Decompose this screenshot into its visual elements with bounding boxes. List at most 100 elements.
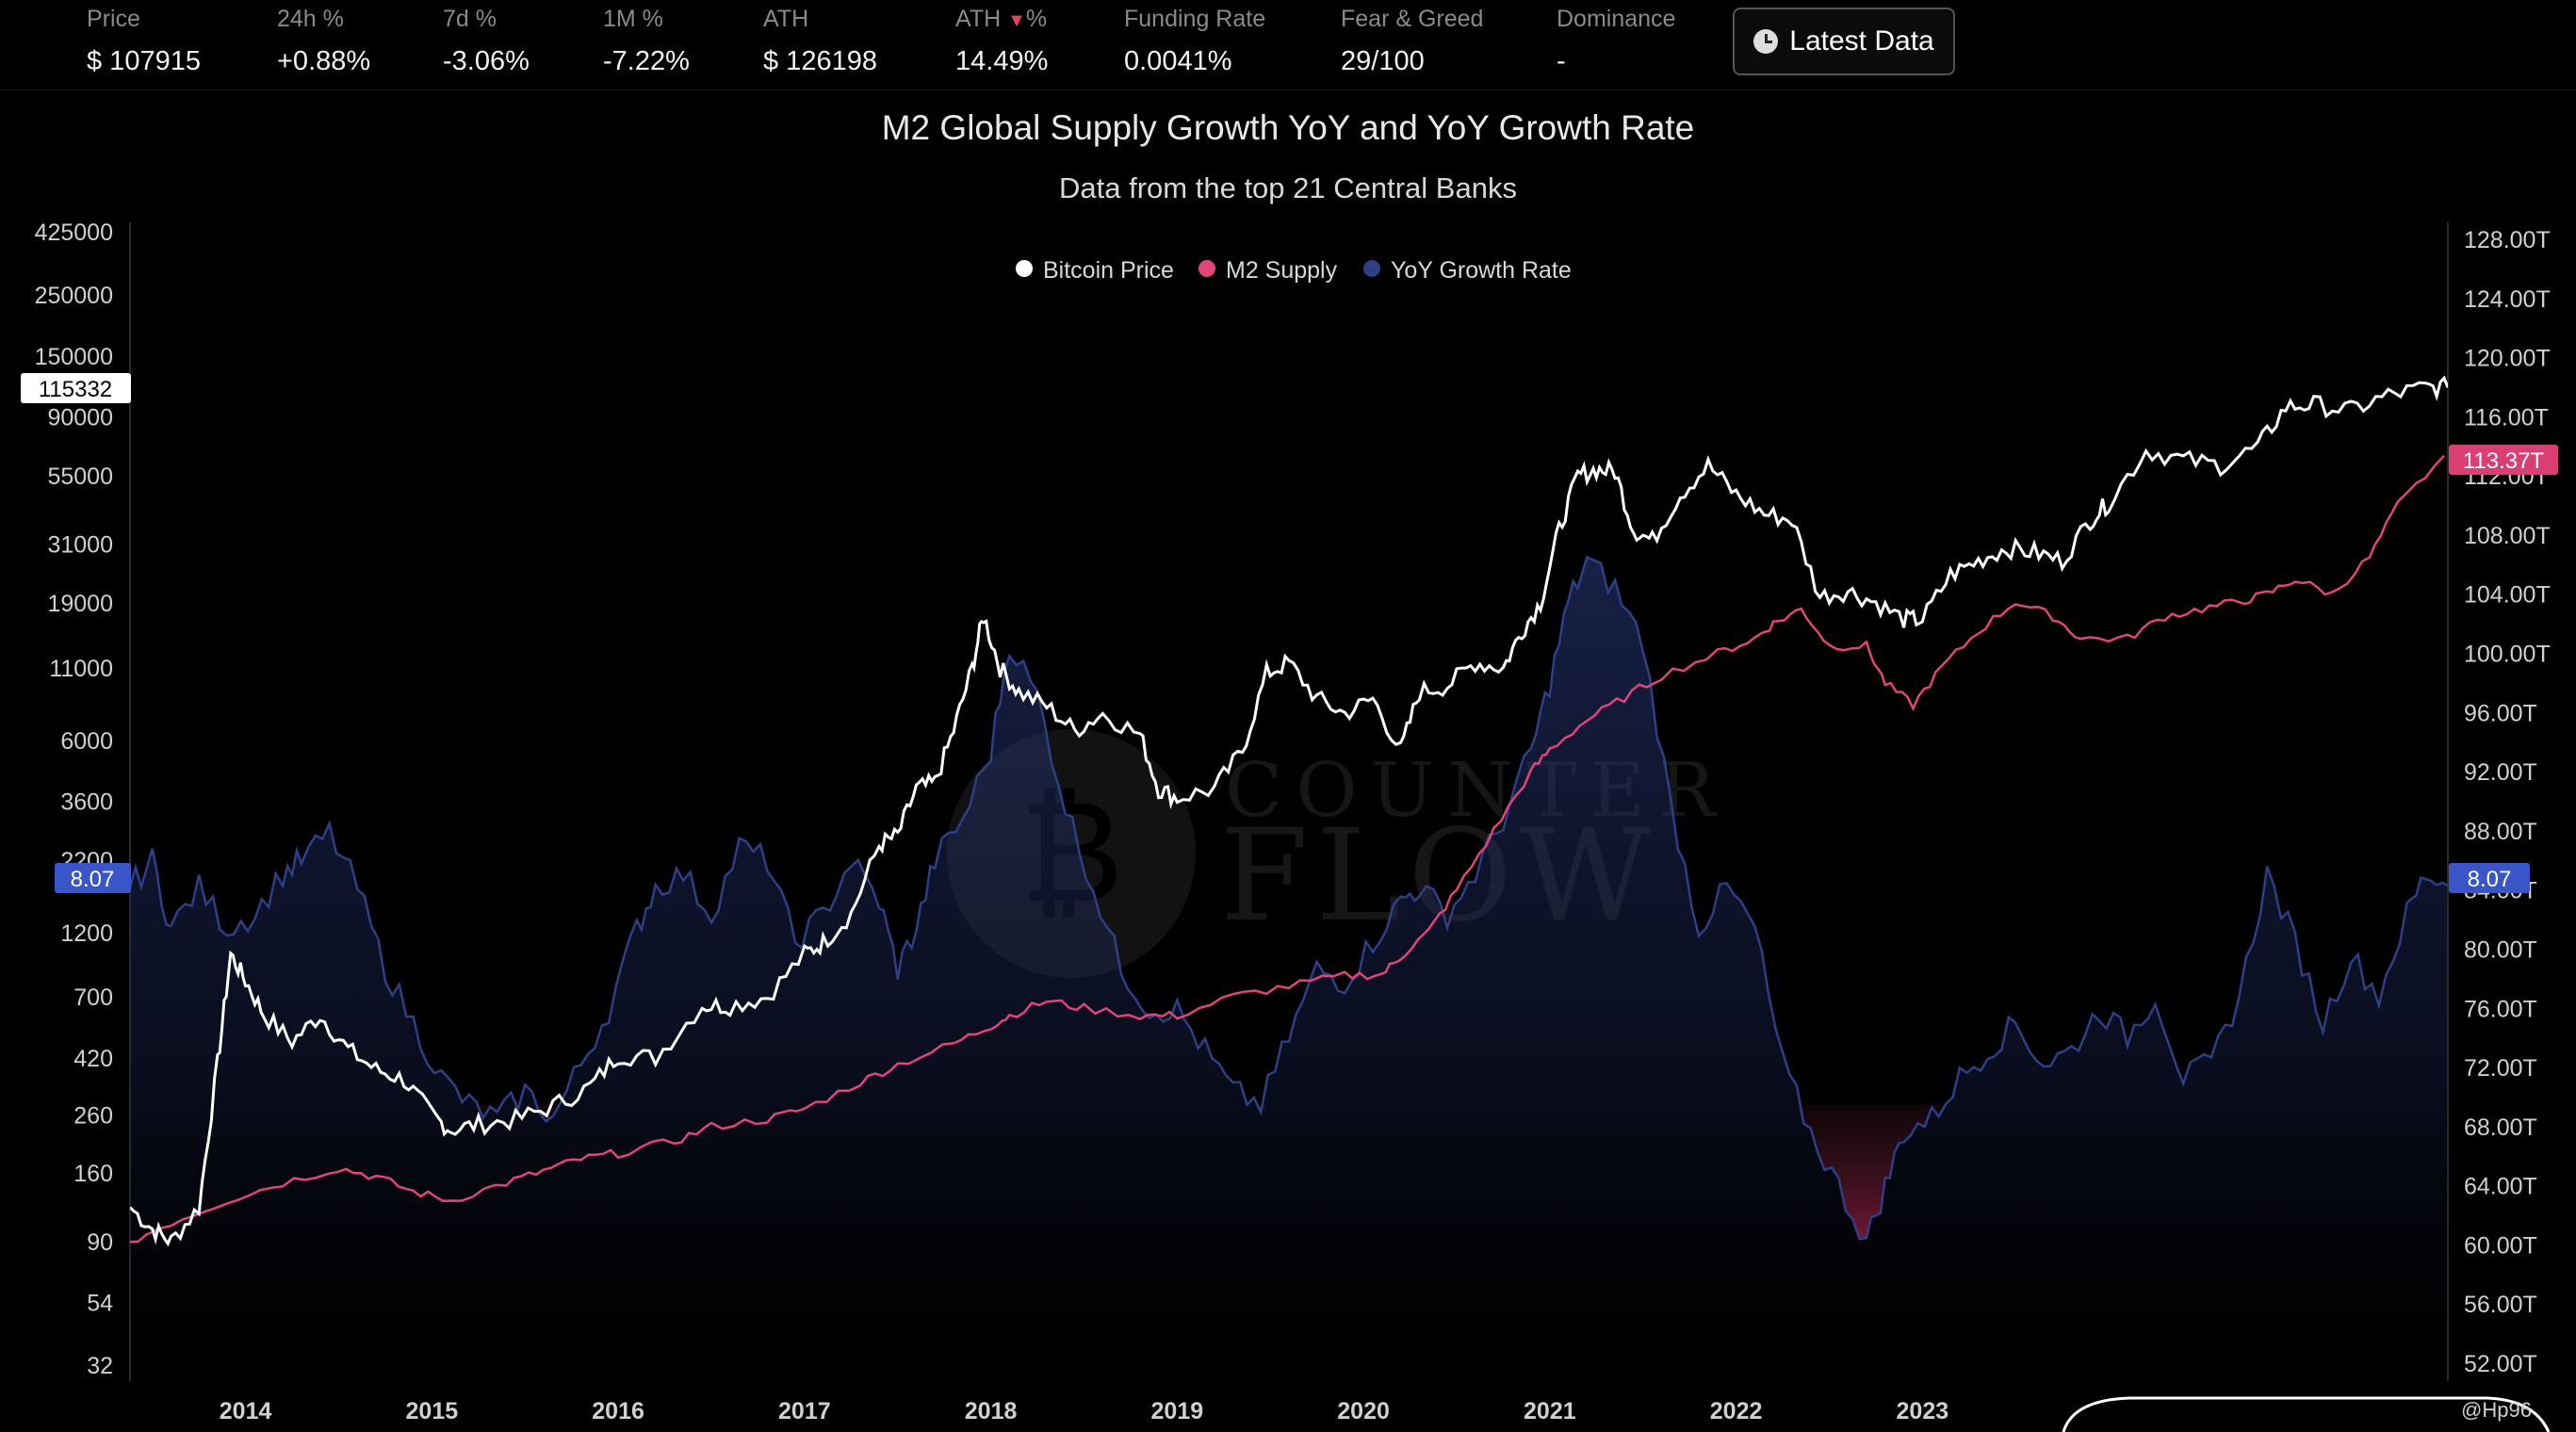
left-axis-ticks: 425000 250000 150000 90000 55000 31000 19000 11… bbox=[35, 220, 114, 1379]
left-tick-label: 425000 bbox=[35, 220, 113, 246]
stat-label: 7d % bbox=[443, 6, 497, 32]
left-tick-label: 3600 bbox=[60, 789, 113, 816]
right-tick-label: 52.00T bbox=[2464, 1351, 2537, 1377]
current-m2-badge: 113.37T bbox=[2449, 445, 2558, 475]
x-tick-label: 2023 bbox=[1897, 1398, 1949, 1424]
current-yoy-right-badge: 8.07 bbox=[2449, 863, 2530, 893]
stat-label: Fear & Greed bbox=[1341, 6, 1484, 32]
left-tick-label: 19000 bbox=[47, 591, 113, 617]
yoy-line bbox=[130, 555, 2448, 1241]
left-tick-label: 32 bbox=[87, 1353, 113, 1379]
x-tick-label: 2021 bbox=[1524, 1398, 1576, 1424]
stat-value: +0.88% bbox=[277, 46, 371, 76]
stat-label-text: ATH bbox=[955, 6, 1002, 32]
x-tick-label: 2019 bbox=[1151, 1398, 1204, 1424]
left-tick-label: 11000 bbox=[49, 656, 113, 682]
stat-ath: ATH $ 126198 bbox=[763, 6, 877, 77]
stat-value: - bbox=[1557, 46, 1566, 76]
current-m2-label: 113.37T bbox=[2463, 448, 2545, 474]
stats-bar: Price $ 107915 24h % +0.88% 7d % -3.06% … bbox=[0, 0, 2576, 90]
credit-text: @Hp96 bbox=[2461, 1398, 2532, 1422]
x-axis-ticks: 2014 2015 2016 2017 2018 2019 2020 2021 2022 2023 bbox=[220, 1398, 1948, 1424]
stat-funding: Funding Rate 0.0041% bbox=[1124, 6, 1265, 77]
right-tick-label: 92.00T bbox=[2464, 759, 2537, 786]
stat-price: Price $ 107915 bbox=[87, 6, 201, 77]
current-btc-badge: 115332 bbox=[21, 373, 131, 403]
stat-value: 0.0041% bbox=[1124, 46, 1232, 76]
stat-label: 24h % bbox=[277, 6, 344, 32]
left-tick-label: 55000 bbox=[47, 464, 113, 490]
legend-m2-dot bbox=[1198, 260, 1215, 277]
stat-label: Funding Rate bbox=[1124, 6, 1266, 32]
stat-value: $ 126198 bbox=[763, 46, 877, 76]
left-tick-label: 31000 bbox=[47, 532, 113, 559]
right-tick-label: 76.00T bbox=[2464, 996, 2537, 1022]
x-tick-label: 2017 bbox=[778, 1398, 831, 1424]
current-yoy-right-badge-bg bbox=[2449, 863, 2530, 893]
stat-dominance: Dominance - bbox=[1557, 6, 1675, 77]
right-tick-label: 88.00T bbox=[2464, 819, 2537, 845]
legend-bitcoin: Bitcoin Price bbox=[1043, 257, 1174, 284]
overlay-widget-edge bbox=[2062, 1396, 2551, 1432]
yoy-area bbox=[130, 557, 2448, 1315]
current-yoy-left-badge: 8.07 bbox=[55, 863, 131, 893]
stat-label: ATH bbox=[763, 6, 809, 32]
legend-m2: M2 Supply bbox=[1226, 257, 1338, 284]
x-tick-label: 2020 bbox=[1337, 1398, 1390, 1424]
latest-data-label: Latest Data bbox=[1789, 25, 1934, 57]
legend: Bitcoin Price M2 Supply YoY Growth Rate bbox=[1016, 257, 1572, 284]
left-tick-label: 1200 bbox=[60, 920, 113, 947]
legend-yoy-dot bbox=[1363, 260, 1380, 277]
right-tick-label: 60.00T bbox=[2464, 1232, 2537, 1259]
right-tick-label: 72.00T bbox=[2464, 1055, 2537, 1082]
stat-24h: 24h % +0.88% bbox=[277, 6, 370, 77]
left-tick-label: 260 bbox=[73, 1103, 113, 1130]
x-tick-label: 2018 bbox=[965, 1398, 1018, 1424]
stat-value: -3.06% bbox=[443, 46, 530, 76]
x-tick-label: 2016 bbox=[592, 1398, 644, 1424]
legend-yoy: YoY Growth Rate bbox=[1391, 257, 1572, 284]
right-tick-label: 104.00T bbox=[2464, 582, 2551, 609]
stat-label: ATH ▼% bbox=[955, 6, 1048, 33]
latest-data-button[interactable]: Latest Data bbox=[1733, 8, 1955, 75]
stat-value: $ 107915 bbox=[87, 46, 201, 76]
stat-ath-pct: ATH ▼% 14.49% bbox=[955, 6, 1048, 77]
left-tick-label: 6000 bbox=[60, 728, 113, 755]
right-tick-label: 100.00T bbox=[2464, 642, 2551, 668]
right-tick-label: 80.00T bbox=[2464, 936, 2537, 963]
stat-value: 29/100 bbox=[1341, 46, 1425, 76]
bitcoin-line bbox=[130, 375, 2448, 1247]
left-tick-label: 160 bbox=[73, 1161, 113, 1187]
stat-label: Price bbox=[87, 6, 140, 32]
left-tick-label: 150000 bbox=[35, 344, 113, 370]
yoy-negative-area bbox=[130, 1104, 2448, 1240]
stat-fear-greed: Fear & Greed 29/100 bbox=[1341, 6, 1483, 77]
right-tick-label: 108.00T bbox=[2464, 523, 2551, 549]
legend-bitcoin-dot bbox=[1016, 260, 1033, 277]
stat-value: -7.22% bbox=[603, 46, 690, 76]
right-tick-label: 56.00T bbox=[2464, 1292, 2537, 1318]
x-tick-label: 2014 bbox=[220, 1398, 272, 1424]
m2-line bbox=[130, 454, 2445, 1244]
left-tick-label: 420 bbox=[73, 1046, 113, 1072]
x-tick-label: 2015 bbox=[406, 1398, 459, 1424]
current-yoy-left-label: 8.07 bbox=[71, 867, 115, 892]
clock-icon bbox=[1753, 29, 1779, 54]
left-tick-label: 250000 bbox=[35, 283, 113, 309]
current-yoy-right-label: 8.07 bbox=[2468, 867, 2512, 892]
chart: M2 Global Supply Growth YoY and YoY Grow… bbox=[21, 108, 2558, 1432]
chart-title: M2 Global Supply Growth YoY and YoY Grow… bbox=[882, 108, 1695, 147]
left-tick-label: 90000 bbox=[47, 405, 113, 431]
right-tick-label: 128.00T bbox=[2464, 227, 2551, 253]
current-yoy-left-badge-bg bbox=[55, 863, 131, 893]
current-btc-label: 115332 bbox=[39, 377, 112, 402]
left-tick-label: 700 bbox=[73, 984, 113, 1011]
current-btc-badge-bg bbox=[21, 373, 131, 403]
chart-subtitle: Data from the top 21 Central Banks bbox=[1059, 171, 1517, 204]
right-tick-label: 64.00T bbox=[2464, 1174, 2537, 1200]
stat-1m: 1M % -7.22% bbox=[603, 6, 690, 77]
stat-label: Dominance bbox=[1557, 6, 1676, 32]
current-m2-badge-bg bbox=[2449, 445, 2558, 475]
right-tick-label: 96.00T bbox=[2464, 700, 2537, 726]
right-tick-label: 124.00T bbox=[2464, 286, 2551, 313]
